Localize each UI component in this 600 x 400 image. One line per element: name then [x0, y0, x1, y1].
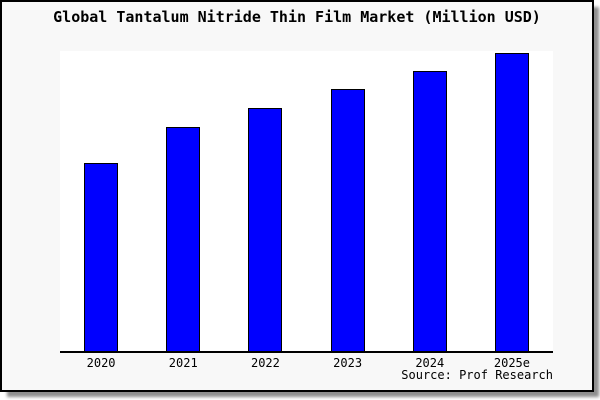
- x-tick-label-2020: 2020: [86, 356, 116, 370]
- bar-slot: [224, 51, 306, 351]
- bars-row: [60, 51, 553, 351]
- x-tick-label-2023: 2023: [333, 356, 363, 370]
- bar-slot: [471, 51, 553, 351]
- x-tick-label-2022: 2022: [250, 356, 280, 370]
- bar-2023: [330, 88, 365, 351]
- bar-2021: [166, 126, 201, 351]
- bar-slot: [307, 51, 389, 351]
- source-text: Source: Prof Research: [401, 368, 553, 382]
- bar-slot: [60, 51, 142, 351]
- x-axis-labels: 2020 2021 2022 2023 2024 2025e: [60, 356, 553, 370]
- bar-2020: [84, 163, 119, 351]
- bar-2025e: [494, 53, 529, 351]
- x-tick-label-2025e: 2025e: [493, 356, 530, 370]
- bar-slot: [142, 51, 224, 351]
- plot-area: [60, 51, 553, 353]
- bar-2022: [248, 107, 283, 351]
- bar-slot: [389, 51, 471, 351]
- x-tick-label-2021: 2021: [168, 356, 198, 370]
- chart-title: Global Tantalum Nitride Thin Film Market…: [53, 8, 541, 26]
- bar-2024: [412, 70, 447, 351]
- chart-frame: Global Tantalum Nitride Thin Film Market…: [0, 0, 594, 392]
- x-tick-label-2024: 2024: [415, 356, 445, 370]
